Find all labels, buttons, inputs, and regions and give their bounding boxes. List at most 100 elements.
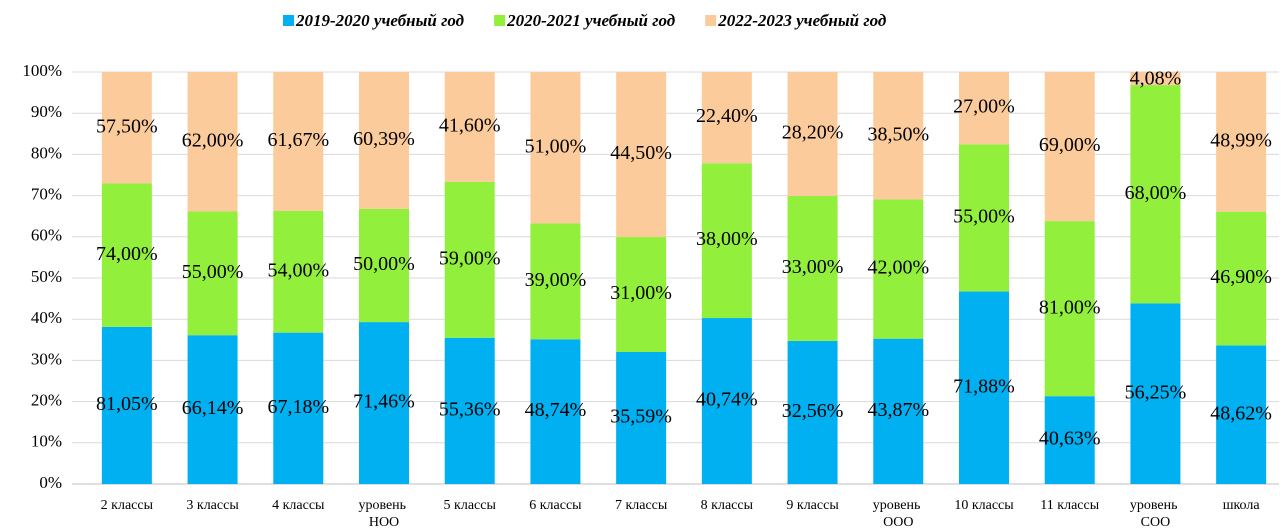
data-label: 35,59% xyxy=(610,406,672,428)
data-label: 59,00% xyxy=(439,247,501,269)
bar-segment xyxy=(787,195,838,341)
bar-segment xyxy=(959,144,1009,292)
bar-segment xyxy=(1216,211,1267,346)
legend-label: 2020-2021 учебный год xyxy=(506,11,676,30)
data-label: 50,00% xyxy=(353,253,415,275)
x-tick-label: 9 классы xyxy=(786,498,839,513)
data-label: 44,50% xyxy=(610,142,672,164)
data-label: 54,00% xyxy=(267,259,329,281)
data-label: 22,40% xyxy=(696,105,758,127)
y-tick-label: 90% xyxy=(31,102,62,121)
data-label: 48,74% xyxy=(525,399,587,421)
bar-segment xyxy=(1216,345,1267,484)
data-label: 57,50% xyxy=(96,115,158,137)
x-tick-label: 10 классы xyxy=(954,498,1014,513)
bar-segment xyxy=(701,163,752,319)
data-label: 55,00% xyxy=(182,261,244,283)
y-tick-label: 70% xyxy=(31,185,62,204)
data-label: 51,00% xyxy=(525,135,587,157)
data-label: 69,00% xyxy=(1039,134,1101,156)
bar-segment xyxy=(1216,72,1267,212)
bar-segment xyxy=(359,72,409,209)
bar-segment xyxy=(1044,396,1095,484)
data-label: 55,00% xyxy=(953,206,1015,228)
x-tick-label: 7 классы xyxy=(615,498,668,513)
bar-segment xyxy=(444,181,495,338)
y-tick-label: 80% xyxy=(31,143,62,162)
data-label: 62,00% xyxy=(182,129,244,151)
data-label: 32,56% xyxy=(782,400,844,422)
bar-segment xyxy=(530,223,581,340)
data-label: 38,00% xyxy=(696,228,758,250)
bar-segment xyxy=(101,183,152,327)
bar-segment xyxy=(1130,72,1181,86)
bar-segment xyxy=(1130,303,1181,484)
data-label: 56,25% xyxy=(1125,381,1187,403)
data-label: 66,14% xyxy=(182,397,244,419)
y-tick-label: 30% xyxy=(31,349,62,368)
data-label: 27,00% xyxy=(953,96,1015,118)
bar-segment xyxy=(873,72,924,200)
bar-segment xyxy=(101,72,152,184)
data-label: 71,88% xyxy=(953,375,1015,397)
bar-segment xyxy=(359,322,409,484)
x-tick-label: уровень ООО xyxy=(873,498,924,530)
data-label: 61,67% xyxy=(267,129,329,151)
legend-swatch xyxy=(494,15,506,26)
data-label: 28,20% xyxy=(782,122,844,144)
y-tick-label: 0% xyxy=(39,473,62,492)
x-tick-label: школа xyxy=(1223,498,1261,513)
y-tick-label: 60% xyxy=(31,226,62,245)
data-label: 41,60% xyxy=(439,115,501,137)
bar-segment xyxy=(959,291,1009,484)
x-tick-label: 3 классы xyxy=(186,498,239,513)
legend-label: 2019-2020 учебный год xyxy=(295,11,465,30)
data-label: 39,00% xyxy=(525,269,587,291)
legend-swatch xyxy=(283,15,294,26)
x-tick-label: 6 классы xyxy=(529,498,582,513)
data-label: 55,36% xyxy=(439,398,501,420)
bar-segment xyxy=(787,340,838,484)
y-tick-label: 20% xyxy=(31,391,62,410)
bar-segment xyxy=(187,72,238,212)
data-label: 74,00% xyxy=(96,243,158,265)
bar-segment xyxy=(873,199,924,339)
data-label: 81,00% xyxy=(1039,296,1101,318)
bar-segment xyxy=(873,338,924,484)
bar-segment xyxy=(1044,72,1095,222)
bar-segment xyxy=(444,72,495,182)
data-label: 67,18% xyxy=(267,396,329,418)
data-label: 40,63% xyxy=(1039,428,1101,450)
data-label: 43,87% xyxy=(867,399,929,421)
bar-segment xyxy=(701,72,752,164)
bar-segment xyxy=(701,318,752,484)
bar-segment xyxy=(616,352,667,484)
bar-segment xyxy=(187,211,238,336)
data-label: 38,50% xyxy=(867,123,929,145)
bar-segment xyxy=(616,237,667,353)
legend-label: 2022-2023 учебный год xyxy=(717,11,887,30)
y-tick-label: 50% xyxy=(31,267,62,286)
x-tick-label: уровень НОО xyxy=(358,498,409,530)
data-label: 68,00% xyxy=(1125,182,1187,204)
data-label: 71,46% xyxy=(353,391,415,413)
bar-segment xyxy=(187,335,238,484)
legend-swatch xyxy=(705,15,717,26)
bar-segment xyxy=(101,326,152,484)
x-tick-label: уровень СОО xyxy=(1130,498,1181,530)
bar-segment xyxy=(787,72,838,196)
data-label: 42,00% xyxy=(867,257,929,279)
bar-segment xyxy=(1130,85,1181,304)
data-label: 4,08% xyxy=(1130,68,1182,90)
bar-segment xyxy=(273,332,324,484)
x-tick-label: 4 классы xyxy=(272,498,325,513)
data-label: 46,90% xyxy=(1210,266,1272,288)
data-label: 40,74% xyxy=(696,389,758,411)
x-tick-label: 5 классы xyxy=(444,498,497,513)
data-label: 33,00% xyxy=(782,256,844,278)
bar-segment xyxy=(444,337,495,484)
bar-segment xyxy=(616,72,667,238)
x-tick-label: 2 классы xyxy=(101,498,154,513)
y-tick-label: 10% xyxy=(31,432,62,451)
data-label: 48,99% xyxy=(1210,129,1272,151)
